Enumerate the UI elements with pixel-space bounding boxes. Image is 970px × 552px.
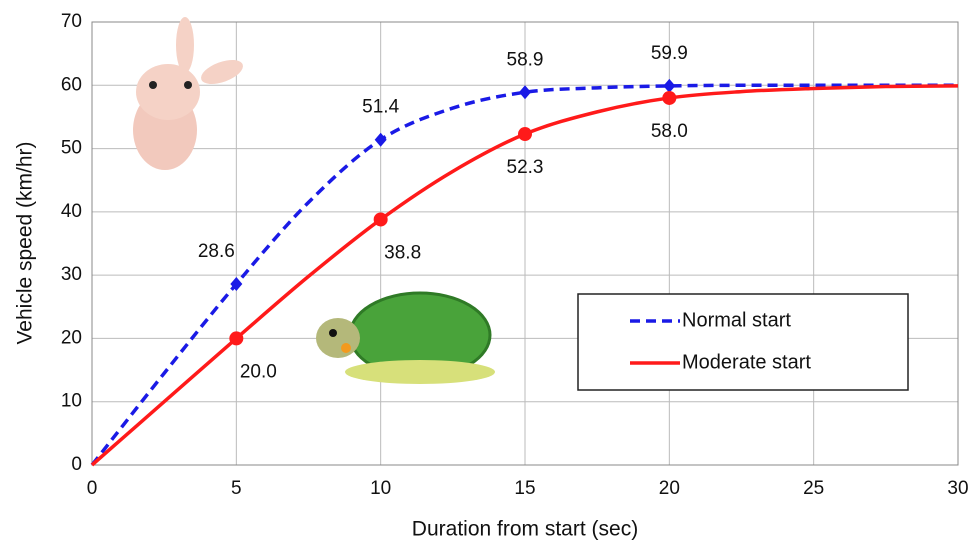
plot-frame	[91, 21, 959, 466]
turtle-head	[316, 318, 360, 358]
data-label: 51.4	[362, 97, 399, 118]
marker	[519, 85, 531, 100]
x-tick-label: 0	[87, 478, 98, 499]
y-tick-label: 10	[61, 391, 82, 412]
turtle-cheek	[341, 343, 351, 353]
illustrations	[133, 17, 495, 384]
data-label: 52.3	[507, 157, 544, 178]
turtle-belly	[345, 360, 495, 384]
marker	[229, 331, 244, 346]
y-tick-label: 30	[61, 264, 82, 285]
x-tick-label: 25	[803, 478, 824, 499]
y-tick-label: 70	[61, 11, 82, 32]
rabbit-ear	[201, 59, 243, 85]
turtle-eye	[329, 329, 337, 337]
y-tick-label: 50	[61, 138, 82, 159]
marker	[518, 127, 532, 142]
rabbit-eye	[184, 81, 192, 89]
rabbit-head	[136, 64, 200, 120]
legend-box	[577, 293, 909, 391]
data-label: 38.8	[384, 242, 421, 263]
marker	[230, 277, 243, 292]
y-tick-label: 60	[61, 74, 82, 95]
line	[90, 83, 958, 467]
x-tick-label: 30	[947, 478, 968, 499]
x-tick-label: 10	[370, 478, 391, 499]
rabbit-ear	[176, 17, 194, 73]
y-tick-label: 40	[61, 201, 82, 222]
legend-label: Normal start	[682, 309, 791, 331]
marker	[374, 132, 387, 147]
data-label: 58.9	[507, 49, 544, 70]
x-tick-label: 5	[231, 478, 242, 499]
marker	[662, 90, 677, 105]
rabbit-eye	[149, 81, 157, 89]
data-label: 28.6	[198, 241, 235, 262]
data-label: 59.9	[651, 43, 688, 64]
data-label: 58.0	[651, 121, 688, 142]
x-tick-label: 20	[659, 478, 680, 499]
x-tick-label: 15	[514, 478, 535, 499]
y-tick-label: 20	[61, 327, 82, 348]
data-label: 20.0	[240, 361, 277, 382]
x-axis-label: Duration from start (sec)	[412, 518, 638, 541]
legend-label: Moderate start	[682, 351, 811, 373]
y-axis-label: Vehicle speed (km/hr)	[14, 141, 37, 344]
y-tick-label: 0	[71, 454, 82, 475]
marker	[373, 212, 388, 227]
marker	[663, 78, 676, 93]
